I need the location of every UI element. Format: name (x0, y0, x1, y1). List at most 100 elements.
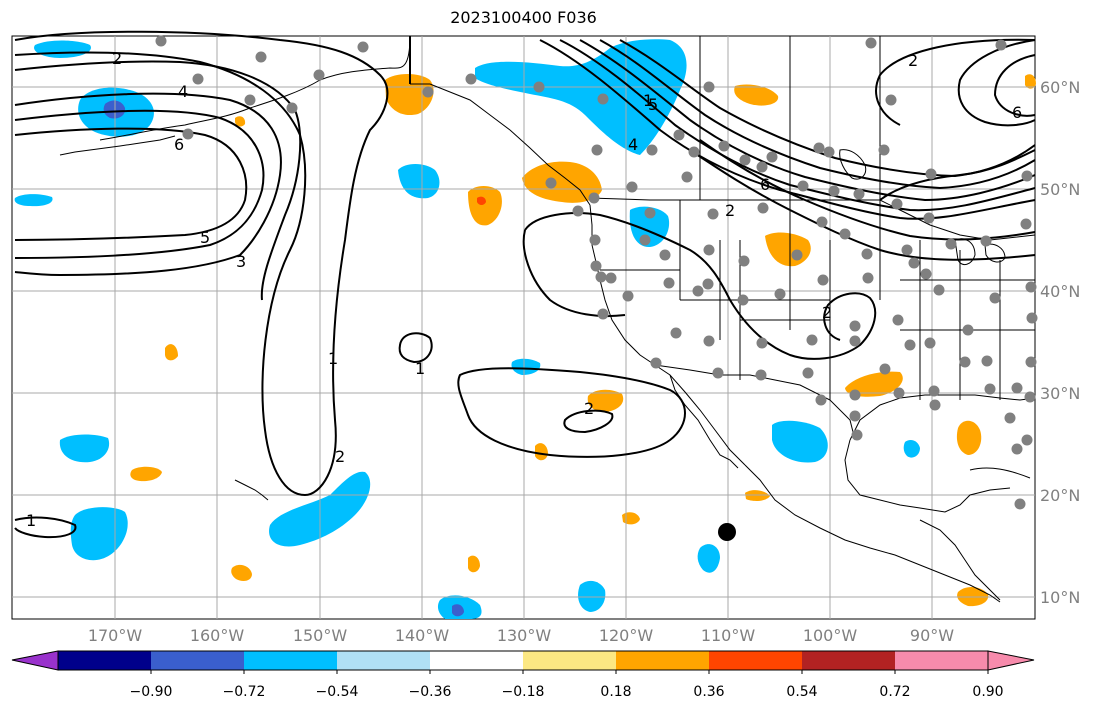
contour-label: 2 (725, 201, 735, 220)
station-dot (286, 102, 298, 114)
colorbar-tick-label: −0.90 (130, 684, 173, 700)
station-dot (465, 73, 477, 85)
pos-region-texas (845, 371, 903, 397)
lon-label: 100°W (803, 626, 858, 645)
station-dot (891, 198, 903, 210)
station-dot (1026, 312, 1038, 324)
colorbar-tick-labels: −0.90 −0.72 −0.54 −0.36 −0.18 0.18 0.36 0.54 0.7… (130, 670, 1004, 700)
hawaii (234, 479, 269, 501)
contour-label: 6 (174, 135, 184, 154)
station-dot (1011, 382, 1023, 394)
lon-label: 170°W (88, 626, 143, 645)
station-dot (1004, 412, 1016, 424)
pos-region-pac7 (165, 344, 178, 361)
contour-pac-1 (14, 516, 77, 539)
colorbar-tick-label: 0.90 (972, 684, 1003, 700)
neg-region-pac-east (697, 544, 720, 573)
contours (14, 30, 1036, 539)
contour-label: 1 (26, 511, 36, 530)
colorbar-tick-label: −0.54 (316, 684, 359, 700)
station-dot (774, 288, 786, 300)
station-dot (904, 339, 916, 351)
baja (669, 374, 739, 469)
station-dot (659, 249, 671, 261)
neg-region-mexico (772, 420, 828, 463)
station-dot (862, 272, 874, 284)
neg-region-gulf (475, 39, 687, 155)
pos-region-gulf-small (1025, 74, 1036, 89)
alaska-coast (99, 35, 411, 141)
colorbar-tick-label: −0.72 (223, 684, 266, 700)
station-dot (545, 177, 557, 189)
colorbar-left-extend (11, 650, 59, 671)
contour-label: 4 (178, 82, 188, 101)
station-dot (933, 284, 945, 296)
station-dot (597, 93, 609, 105)
station-dot (622, 290, 634, 302)
pos-region-baja (587, 389, 624, 412)
us-west-coast (589, 204, 746, 466)
contour-labels: 2 4 6 5 3 1 1 2 2 1 2 6 5 6 4 2 2 1 (26, 49, 1022, 530)
us-mexico-border (654, 364, 856, 441)
gulf-coast (844, 439, 1011, 513)
station-dot (849, 389, 861, 401)
contour-mid-1 (398, 332, 433, 364)
station-dot (945, 238, 957, 250)
colorbar-segment (151, 651, 245, 670)
station-dot (155, 35, 167, 47)
station-dot (828, 185, 840, 197)
station-dot (1011, 443, 1023, 455)
colorbar-segment (616, 651, 710, 670)
station-dot (815, 394, 827, 406)
lon-label: 110°W (701, 626, 756, 645)
station-dot (928, 385, 940, 397)
neg-region-mid (398, 164, 440, 199)
colorbar-segment (523, 651, 617, 670)
contour-jet-3 (579, 39, 1036, 202)
contour-east-4 (879, 149, 1036, 201)
station-dot (590, 260, 602, 272)
us-canada-border (589, 197, 1036, 241)
pos-region-alaska-small (235, 116, 246, 127)
lat-label: 60°N (1040, 78, 1080, 97)
pos-region-pac1 (130, 466, 162, 482)
colorbar-segment (58, 651, 152, 670)
lat-label: 10°N (1040, 588, 1080, 607)
contour-jet-1 (539, 39, 1036, 220)
station-dot (650, 357, 662, 369)
contour-label: 1 (328, 349, 338, 368)
station-dot (989, 292, 1001, 304)
pos-region-pac2 (231, 564, 252, 582)
station-dot (806, 334, 818, 346)
station-dot (589, 234, 601, 246)
cuba (969, 467, 1031, 479)
station-dot (703, 335, 715, 347)
station-dot (959, 356, 971, 368)
station-dot (688, 146, 700, 158)
colorbar-tick-label: −0.18 (502, 684, 545, 700)
contour-alaska-4 (14, 109, 265, 259)
neg-region-alaska-core (103, 100, 126, 119)
contour-east-1 (957, 39, 1036, 127)
colorbar-tick-label: 0.54 (786, 684, 817, 700)
station-dot (597, 308, 609, 320)
contour-alaska-3 (14, 92, 282, 277)
station-dot (422, 86, 434, 98)
neg-region-gulf-mex (903, 440, 920, 458)
station-dot (878, 144, 890, 156)
lat-label: 50°N (1040, 180, 1080, 199)
contour-jet-south-2 (699, 139, 1036, 241)
colorbar-tick-label: −0.36 (409, 684, 452, 700)
neg-region-sw-pac1 (59, 434, 110, 463)
station-dots (155, 35, 1038, 510)
station-dot (851, 429, 863, 441)
station-dot (813, 142, 825, 154)
colorbar-tick-label: 0.18 (600, 684, 631, 700)
contour-label: 4 (628, 135, 638, 154)
colorbar-segment (895, 651, 989, 670)
lon-label: 140°W (395, 626, 450, 645)
contour-label: 1 (415, 359, 425, 378)
station-dot (908, 257, 920, 269)
station-dot (879, 363, 891, 375)
station-dot (712, 367, 724, 379)
